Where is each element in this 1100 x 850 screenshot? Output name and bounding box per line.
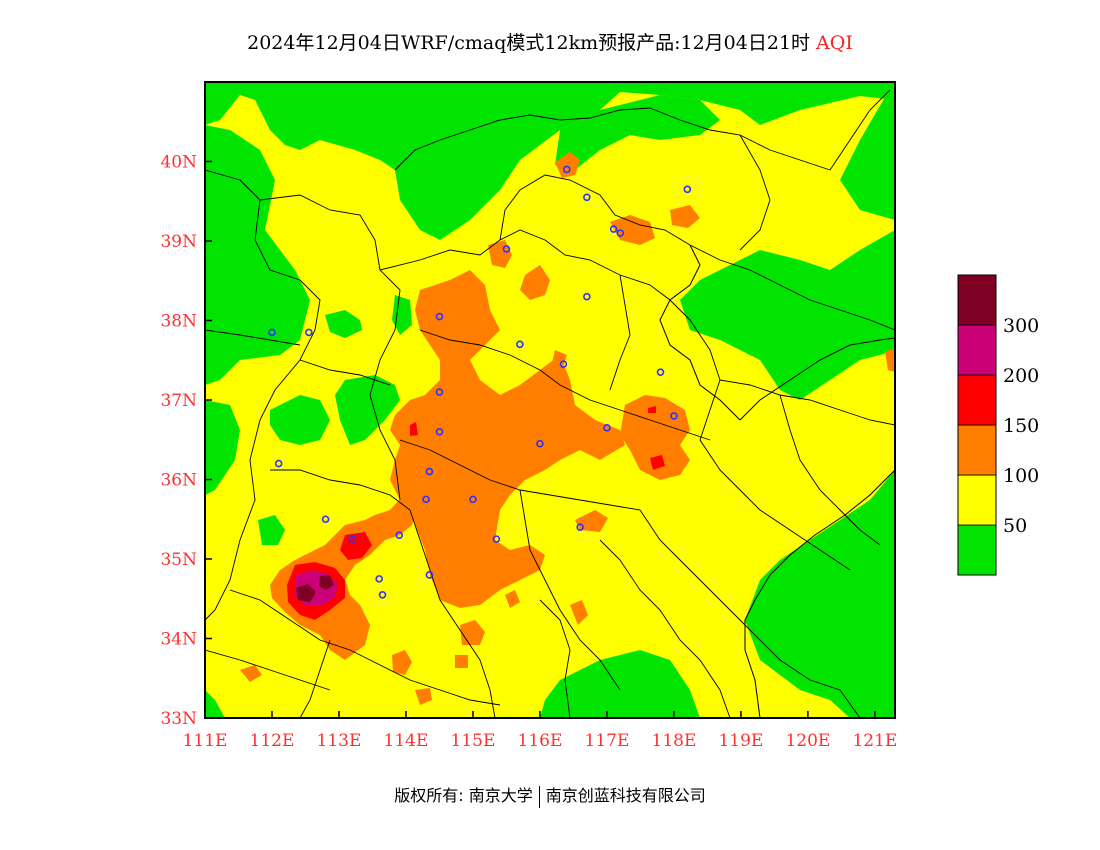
map-title: 2024年12月04日WRF/cmaq模式12km预报产品:12月04日21时 A… [0,28,1100,55]
city-marker [683,185,692,194]
copyright-text: 版权所有: 南京大学 [394,786,533,805]
city-marker [378,590,387,599]
aqi-band-orange [240,152,895,705]
city-marker [609,225,618,233]
legend-swatch [957,524,997,576]
x-tick-label: 113E [317,731,362,751]
x-tick-label: 115E [451,731,496,751]
x-tick-label: 114E [384,731,429,751]
city-marker [268,328,276,337]
legend-label: 100 [1003,465,1039,487]
x-tick-label: 112E [250,731,295,751]
city-marker [516,340,524,349]
city-marker [435,388,444,396]
aqi-field [205,82,895,718]
city-marker [305,328,313,337]
legend-swatch [957,424,997,476]
city-marker [670,412,678,420]
y-tick-label: 33N [160,709,197,729]
city-marker [656,368,665,376]
y-tick-label: 37N [160,391,197,411]
aqi-band-maroon [296,575,334,602]
admin-boundaries [205,89,895,718]
city-marker [492,535,501,543]
legend-label: 200 [1003,365,1039,387]
city-marker [536,439,544,448]
city-marker [425,467,434,476]
city-marker [576,523,584,532]
city-marker [502,245,511,253]
city-marker [559,360,568,369]
city-marker [616,229,625,237]
city-marker [435,427,444,436]
city-marker [425,571,434,579]
x-tick-label: 121E [852,731,897,751]
city-marker [435,312,444,321]
city-marker [395,531,404,539]
legend-swatch [957,474,997,526]
aqi-band-green [205,82,895,718]
title-main: 2024年12月04日WRF/cmaq模式12km预报产品:12月04日21时 [247,32,811,54]
title-variable: AQI [816,32,853,54]
company-text: 南京创蓝科技有限公司 [545,786,706,805]
legend-frame [957,274,997,576]
x-tick-label: 117E [585,731,630,751]
copyright-footer: 版权所有: 南京大学 南京创蓝科技有限公司 [0,782,1100,808]
y-tick-label: 35N [160,550,197,570]
x-axis: 111E 112E 113E 114E 115E 116E 117E 118E 119E 120E… [183,711,897,751]
y-tick-label: 34N [160,630,197,650]
footer-separator [538,785,540,808]
city-marker [603,424,611,432]
city-marker [469,495,477,504]
y-tick-label: 38N [160,312,197,332]
city-marker [562,165,571,174]
legend-label: 50 [1003,515,1027,537]
legend-swatch [957,324,997,376]
legend-swatch [957,374,997,426]
legend-label: 300 [1003,315,1039,337]
x-tick-label: 119E [718,731,763,751]
x-tick-label: 111E [183,731,228,751]
x-tick-label: 116E [518,731,563,751]
city-marker [422,495,430,504]
y-axis: 33N 34N 35N 36N 37N 38N 39N 40N [160,153,212,729]
legend-label: 150 [1003,415,1039,437]
y-tick-label: 40N [160,153,197,173]
city-marker [583,193,591,202]
coastline [659,244,895,718]
x-tick-label: 118E [652,731,697,751]
city-markers [268,165,692,599]
city-marker [375,575,383,583]
y-tick-label: 36N [160,471,197,491]
legend-swatch [957,274,997,326]
city-marker [321,515,330,524]
city-marker [348,535,357,543]
city-marker [583,292,591,301]
y-tick-label: 39N [160,232,197,252]
x-tick-label: 120E [785,731,830,751]
city-marker [274,459,283,468]
aqi-legend: 300 200 150 100 50 [957,274,1039,576]
